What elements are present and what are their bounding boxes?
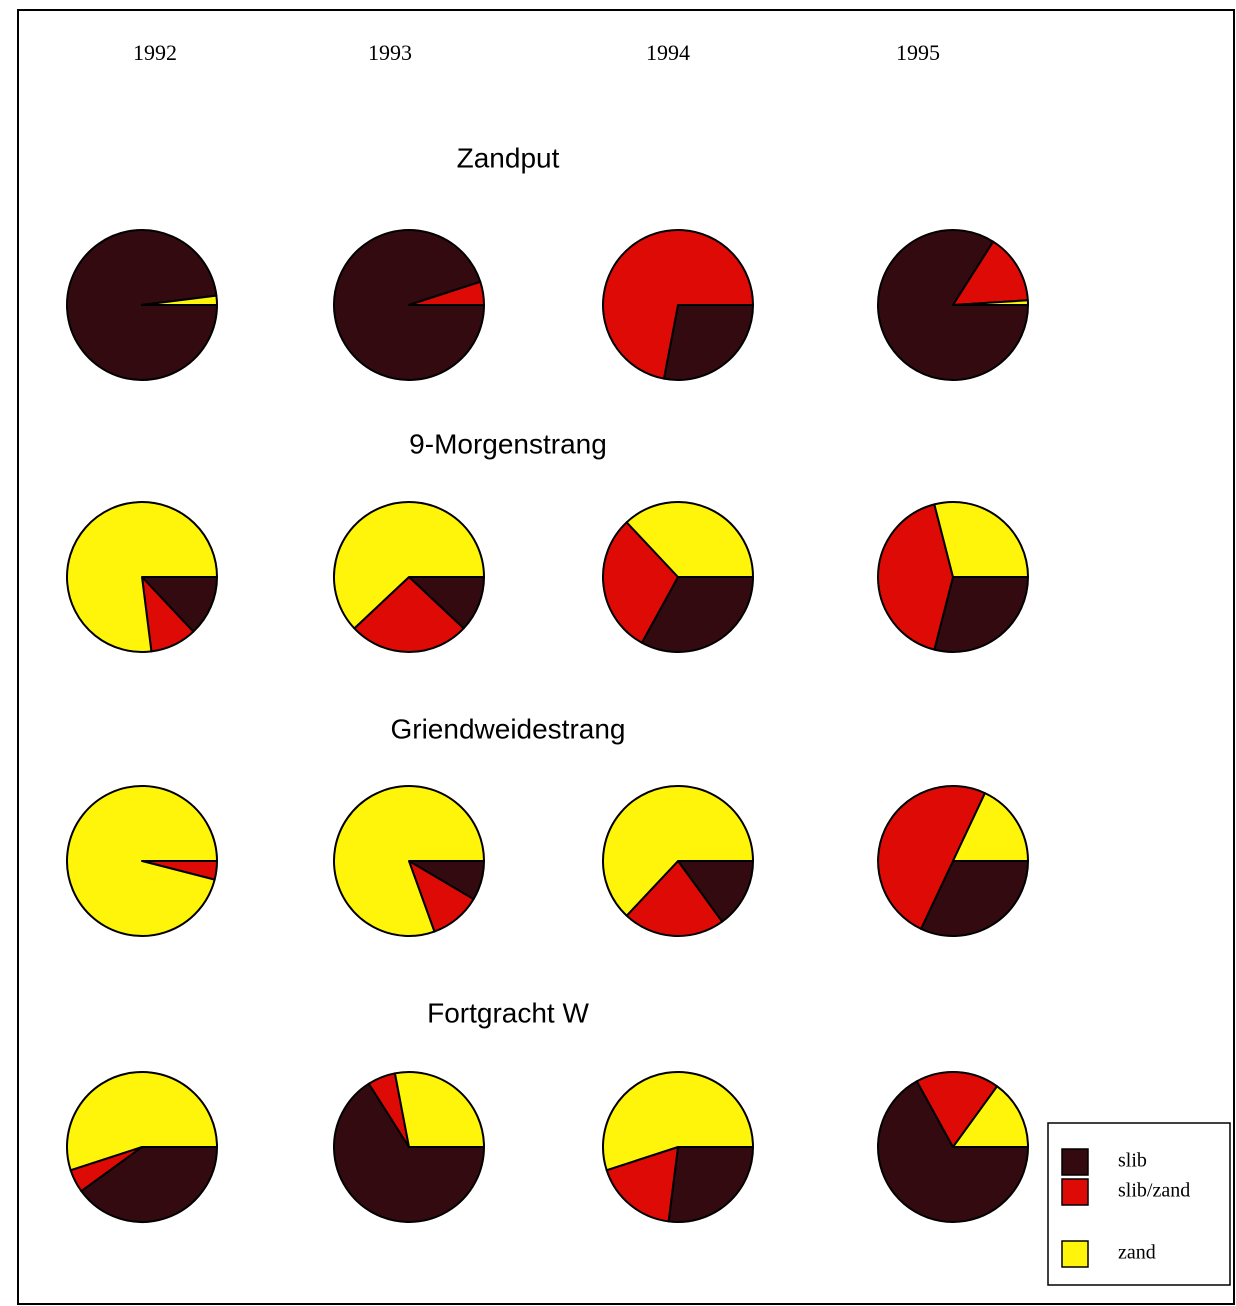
pie-slice [662,304,754,381]
pie-slice [393,1071,485,1148]
pie-slice [952,1085,1029,1148]
pie-slice [640,576,754,653]
pie-slice [602,785,754,917]
pie-slice [876,503,954,651]
pie-slice [66,501,218,653]
pie-slice [933,501,1029,578]
pie-slice [141,576,218,633]
pie-slice [605,1146,679,1223]
pie-slice [602,1071,754,1172]
pie-slice [80,1146,218,1223]
pie-slice [66,1071,218,1172]
legend-swatch [1061,1240,1089,1268]
pie-slice [677,860,754,923]
pie-slice [333,501,485,630]
group-title: 9-Morgenstrang [409,428,607,459]
pie-slice [602,521,679,644]
pie-slice [66,785,218,937]
year-label: 1993 [368,40,412,65]
pie-slice [625,501,754,578]
pie-slice [952,299,1029,306]
legend-label: slib/zand [1118,1180,1190,1202]
group-title: Zandput [457,142,560,173]
pie-slice [877,785,986,930]
pie-slice [952,240,1029,306]
pie-slice [667,1146,754,1223]
legend-label: slib [1118,1150,1147,1172]
pie-slice [353,576,465,653]
year-label: 1995 [896,40,940,65]
legend-swatch [1061,1148,1089,1176]
pie-slice [333,1082,485,1223]
group-title: Fortgracht W [427,997,589,1028]
legend-swatch [1061,1178,1089,1206]
pie-slice [141,294,218,306]
pie-slice [933,576,1029,653]
legend-label: zand [1118,1242,1156,1264]
group-title: Griendweidestrang [390,713,625,744]
pie-slice [915,1071,999,1148]
pie-slice [877,1080,1029,1223]
pie-slice [952,792,1029,862]
year-label: 1994 [646,40,690,65]
pie-slice [920,860,1029,937]
frame [17,9,1235,1305]
pie-slice [333,785,485,937]
pie-slice [625,860,724,937]
year-label: 1992 [133,40,177,65]
